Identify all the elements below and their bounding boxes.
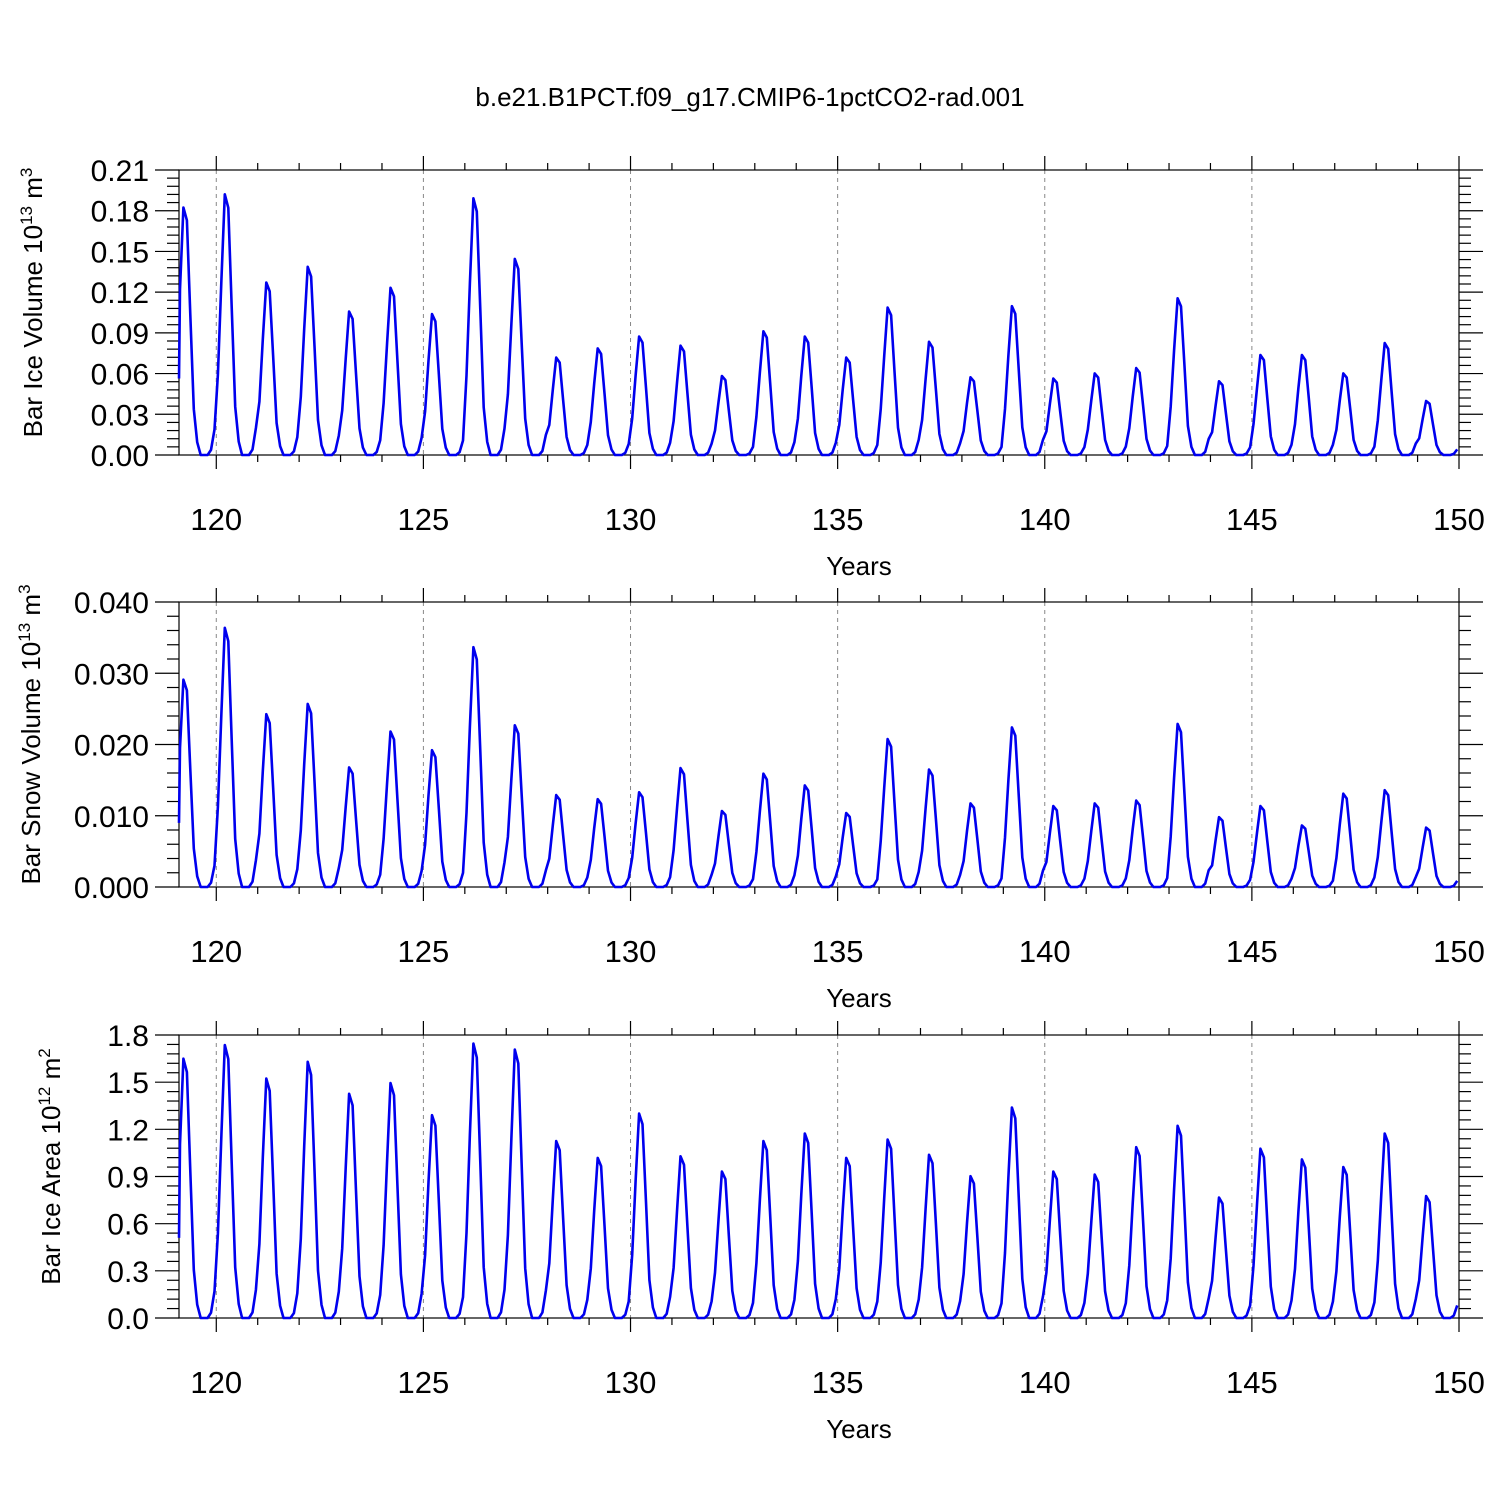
y-tick-label: 0.020 bbox=[74, 730, 149, 763]
chart-title: b.e21.B1PCT.f09_g17.CMIP6-1pctCO2-rad.00… bbox=[475, 82, 1024, 112]
y-tick-label: 0.06 bbox=[91, 359, 149, 392]
y-tick-label: 0.03 bbox=[91, 399, 149, 432]
y-tick-label: 1.2 bbox=[107, 1114, 149, 1147]
plot-frame bbox=[178, 1034, 1460, 1319]
y-axis-label: Bar Ice Area 1012 m2 bbox=[35, 1048, 66, 1285]
y-tick-label: 1.5 bbox=[107, 1067, 149, 1100]
x-tick-label: 150 bbox=[1433, 934, 1485, 969]
y-tick-label: 0.030 bbox=[74, 658, 149, 691]
x-tick-label: 130 bbox=[605, 502, 657, 537]
y-tick-label: 0.010 bbox=[74, 801, 149, 834]
series-line bbox=[177, 626, 1459, 889]
y-tick-label: 0.6 bbox=[107, 1209, 149, 1242]
x-tick-label: 130 bbox=[605, 1365, 657, 1400]
chart-panel-3: 120 125 130 135 140 145 150 0.0 0.3 0.6 0.9 1.2 1.5 1… bbox=[35, 1020, 1485, 1444]
series-line bbox=[177, 1042, 1459, 1320]
x-tick-label: 120 bbox=[190, 502, 242, 537]
x-tick-label: 140 bbox=[1019, 502, 1071, 537]
x-tick-label: 150 bbox=[1433, 1365, 1485, 1400]
x-tick-label: 135 bbox=[812, 502, 864, 537]
x-tick-label: 120 bbox=[190, 934, 242, 969]
y-tick-label: 0.9 bbox=[107, 1162, 149, 1195]
x-tick-label: 125 bbox=[398, 934, 450, 969]
y-tick-label: 1.8 bbox=[107, 1020, 149, 1053]
x-tick-label: 130 bbox=[605, 934, 657, 969]
chart-panel-1: 120 125 130 135 140 145 150 0.00 0.03 0.06 0.09 0.1… bbox=[17, 155, 1485, 581]
y-tick-label: 0.00 bbox=[91, 440, 149, 473]
y-axis-label: Bar Ice Volume 1013 m3 bbox=[17, 168, 48, 438]
y-tick-label: 0.21 bbox=[91, 155, 149, 188]
y-tick-label: 0.09 bbox=[91, 318, 149, 351]
x-tick-label: 125 bbox=[398, 1365, 450, 1400]
y-tick-label: 0.3 bbox=[107, 1256, 149, 1289]
x-tick-label: 140 bbox=[1019, 934, 1071, 969]
x-tick-label: 120 bbox=[190, 1365, 242, 1400]
x-axis-label: Years bbox=[826, 983, 892, 1013]
y-tick-label: 0.15 bbox=[91, 236, 149, 269]
y-tick-label: 0.000 bbox=[74, 872, 149, 905]
x-tick-label: 150 bbox=[1433, 502, 1485, 537]
y-tick-label: 0.12 bbox=[91, 277, 149, 310]
x-axis-label: Years bbox=[826, 1414, 892, 1444]
x-tick-label: 135 bbox=[812, 934, 864, 969]
x-tick-label: 145 bbox=[1226, 502, 1278, 537]
chart-panel-2: 120 125 130 135 140 145 150 0.000 0.010 0.020 0.03… bbox=[15, 584, 1485, 1013]
y-axis-label: Bar Snow Volume 1013 m3 bbox=[15, 584, 46, 884]
y-tick-label: 0.0 bbox=[107, 1303, 149, 1336]
x-axis-label: Years bbox=[826, 551, 892, 581]
y-tick-label: 0.040 bbox=[74, 587, 149, 620]
plot-frame bbox=[178, 169, 1460, 456]
x-tick-label: 140 bbox=[1019, 1365, 1071, 1400]
x-tick-label: 145 bbox=[1226, 934, 1278, 969]
y-tick-label: 0.18 bbox=[91, 196, 149, 229]
x-tick-label: 135 bbox=[812, 1365, 864, 1400]
x-tick-label: 125 bbox=[398, 502, 450, 537]
x-tick-label: 145 bbox=[1226, 1365, 1278, 1400]
series-line bbox=[177, 193, 1459, 457]
